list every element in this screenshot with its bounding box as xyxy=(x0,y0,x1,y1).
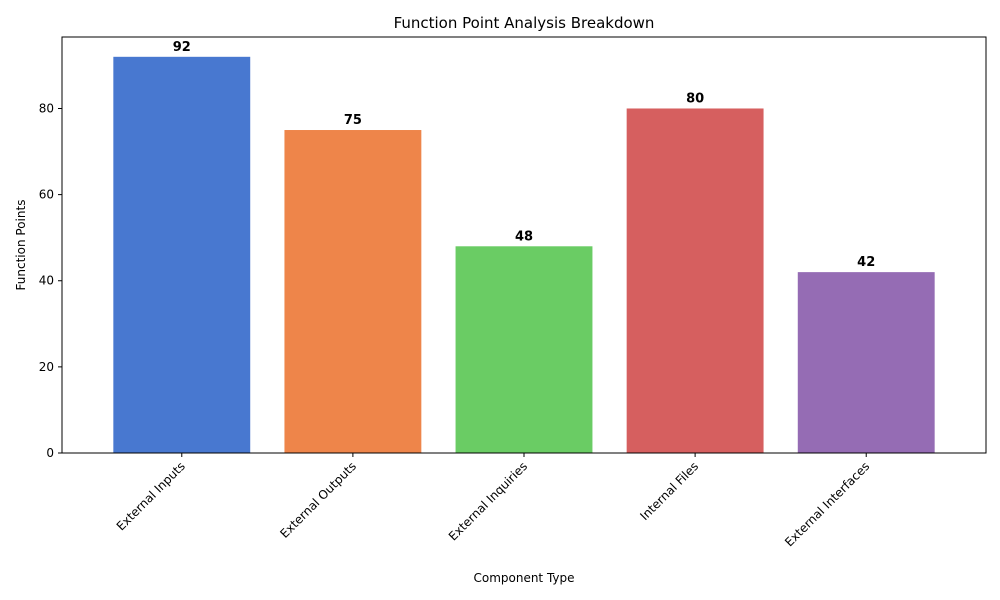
bars-group xyxy=(113,56,935,454)
data-label-external-interfaces: 42 xyxy=(857,255,875,270)
data-label-internal-files: 80 xyxy=(686,91,704,106)
y-tick-label-40: 40 xyxy=(39,274,54,288)
y-axis-label: Function Points xyxy=(14,200,28,291)
data-labels-group: 92 75 48 80 42 xyxy=(173,40,876,270)
bar-internal-files xyxy=(626,108,764,453)
x-tick-label-external-inputs: External Inputs xyxy=(114,459,188,533)
data-label-external-inquiries: 48 xyxy=(515,229,533,244)
bar-external-inquiries xyxy=(455,246,593,453)
plot-frame xyxy=(61,36,987,454)
data-label-external-inputs: 92 xyxy=(173,40,191,55)
y-axis-ticks: 0 20 40 60 80 xyxy=(39,101,62,460)
y-tick-label-0: 0 xyxy=(46,446,54,460)
bar-external-interfaces xyxy=(797,272,935,453)
y-tick-label-60: 60 xyxy=(39,188,54,202)
x-axis-ticks: External Inputs External Outputs External … xyxy=(114,453,872,549)
x-tick-label-external-outputs: External Outputs xyxy=(277,459,359,541)
x-tick-label-external-interfaces: External Interfaces xyxy=(782,459,872,549)
y-tick-label-80: 80 xyxy=(39,101,54,115)
data-label-external-outputs: 75 xyxy=(344,113,362,128)
x-axis-label: Component Type xyxy=(473,571,574,585)
y-tick-label-20: 20 xyxy=(39,360,54,374)
bar-external-inputs xyxy=(113,56,251,454)
chart-title: Function Point Analysis Breakdown xyxy=(394,14,655,32)
x-tick-label-internal-files: Internal Files xyxy=(637,459,701,523)
x-tick-label-external-inquiries: External Inquiries xyxy=(446,459,530,543)
bar-external-outputs xyxy=(284,130,422,454)
